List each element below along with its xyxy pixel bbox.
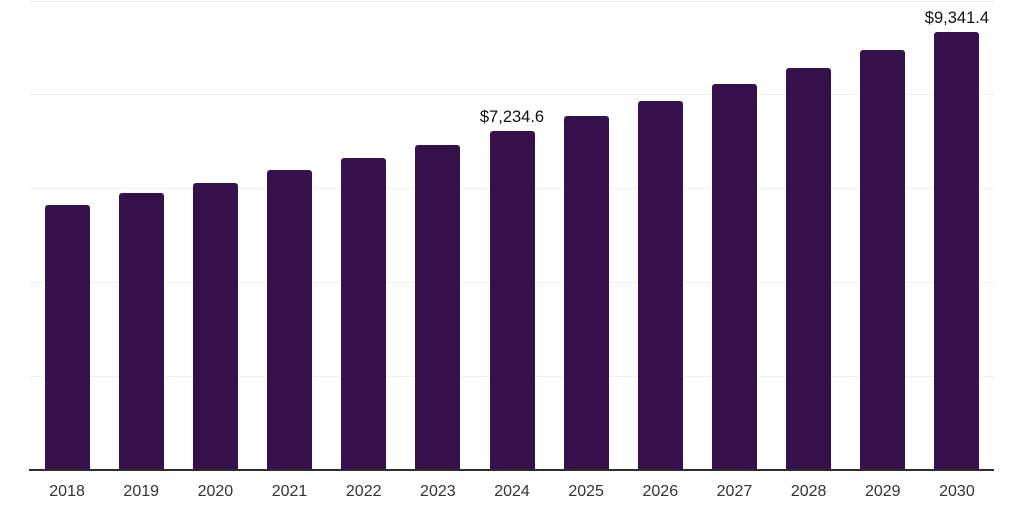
x-tick-label-2025: 2025 — [568, 483, 604, 500]
x-tick-label-2030: 2030 — [939, 483, 975, 500]
x-tick-label-2027: 2027 — [716, 483, 753, 500]
gridline-8000 — [30, 94, 994, 96]
x-tick-label-2026: 2026 — [642, 483, 679, 500]
data-label-2024: $7,234.6 — [479, 107, 545, 126]
x-tick-label-2019: 2019 — [123, 483, 160, 500]
x-tick-label-2023: 2023 — [420, 483, 456, 500]
x-tick-label-2024: 2024 — [494, 483, 530, 500]
bar-2028 — [786, 67, 832, 470]
x-tick-label-2029: 2029 — [864, 483, 901, 500]
x-tick-label-2021: 2021 — [271, 483, 308, 500]
bar-2023 — [415, 144, 461, 470]
gridline-10000 — [30, 0, 994, 2]
bar-2027 — [711, 84, 757, 470]
x-tick-label-2028: 2028 — [790, 483, 827, 500]
bar-2030 — [934, 31, 980, 470]
bar-2019 — [118, 193, 164, 470]
bar-2025 — [563, 115, 609, 470]
bar-2029 — [860, 50, 906, 470]
bar-2026 — [637, 100, 683, 470]
bar-2018 — [44, 204, 90, 470]
x-tick-label-2022: 2022 — [345, 483, 382, 500]
data-label-2030: $9,341.4 — [924, 8, 990, 27]
bar-2021 — [267, 170, 313, 470]
bar-2024 — [489, 130, 535, 470]
x-tick-label-2018: 2018 — [49, 483, 85, 500]
x-axis-line — [29, 469, 994, 471]
bar-2022 — [341, 157, 387, 470]
bar-2020 — [192, 182, 238, 470]
x-tick-label-2020: 2020 — [197, 483, 234, 500]
